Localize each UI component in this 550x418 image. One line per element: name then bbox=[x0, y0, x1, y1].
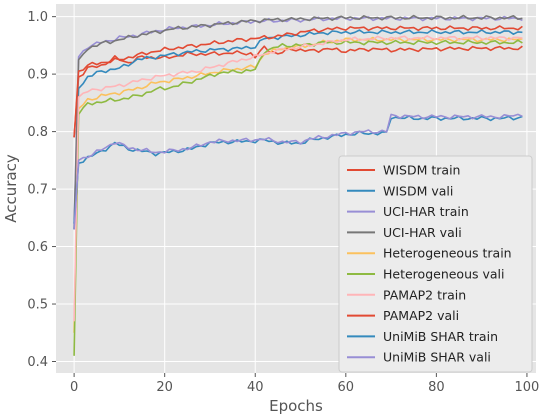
series-line-uci-har-vali bbox=[73, 14, 523, 230]
legend-label: Heterogeneous vali bbox=[383, 267, 505, 282]
y-tick-label: 0.4 bbox=[27, 355, 48, 370]
y-tick-label: 0.8 bbox=[27, 125, 48, 140]
legend-label: PAMAP2 vali bbox=[383, 308, 459, 323]
x-tick-label: 80 bbox=[428, 380, 445, 395]
legend-label: PAMAP2 train bbox=[383, 287, 466, 302]
legend-label: Heterogeneous train bbox=[383, 246, 512, 261]
legend-label: UCI-HAR train bbox=[383, 204, 469, 219]
y-tick-label: 1.0 bbox=[27, 10, 48, 25]
legend-label: UniMiB SHAR vali bbox=[383, 350, 491, 365]
legend-label: WISDM train bbox=[383, 163, 460, 178]
legend-label: UCI-HAR vali bbox=[383, 225, 462, 240]
y-tick-label: 0.6 bbox=[27, 240, 48, 255]
legend-label: WISDM vali bbox=[383, 183, 453, 198]
legend-label: UniMiB SHAR train bbox=[383, 329, 498, 344]
legend-box bbox=[338, 155, 533, 373]
x-axis-ticks: 0 20 40 60 80 100 bbox=[70, 373, 539, 395]
y-tick-label: 0.7 bbox=[27, 183, 48, 198]
series-line-pamap2-vali bbox=[73, 25, 523, 138]
x-tick-label: 0 bbox=[70, 380, 78, 395]
y-axis-ticks: 0.4 0.5 0.6 0.7 0.8 0.9 1.0 bbox=[27, 10, 56, 370]
series-line-heterogeneous-vali bbox=[73, 39, 523, 356]
x-tick-label: 60 bbox=[338, 380, 355, 395]
y-tick-label: 0.5 bbox=[27, 298, 48, 313]
series-line-wisdm-vali bbox=[73, 29, 523, 230]
legend: WISDM train WISDM vali UCI-HAR train UCI-HA… bbox=[338, 155, 533, 373]
x-tick-label: 40 bbox=[247, 380, 264, 395]
x-tick-label: 20 bbox=[156, 380, 173, 395]
y-axis-label: Accuracy bbox=[2, 154, 20, 223]
series-line-unimib-shar-vali bbox=[73, 113, 523, 230]
x-axis-label: Epochs bbox=[269, 397, 323, 415]
series-line-uci-har-train bbox=[73, 15, 523, 224]
y-tick-label: 0.9 bbox=[27, 68, 48, 83]
series-layer bbox=[73, 14, 523, 356]
x-tick-label: 100 bbox=[515, 380, 540, 395]
series-line-pamap2-train bbox=[73, 35, 523, 322]
